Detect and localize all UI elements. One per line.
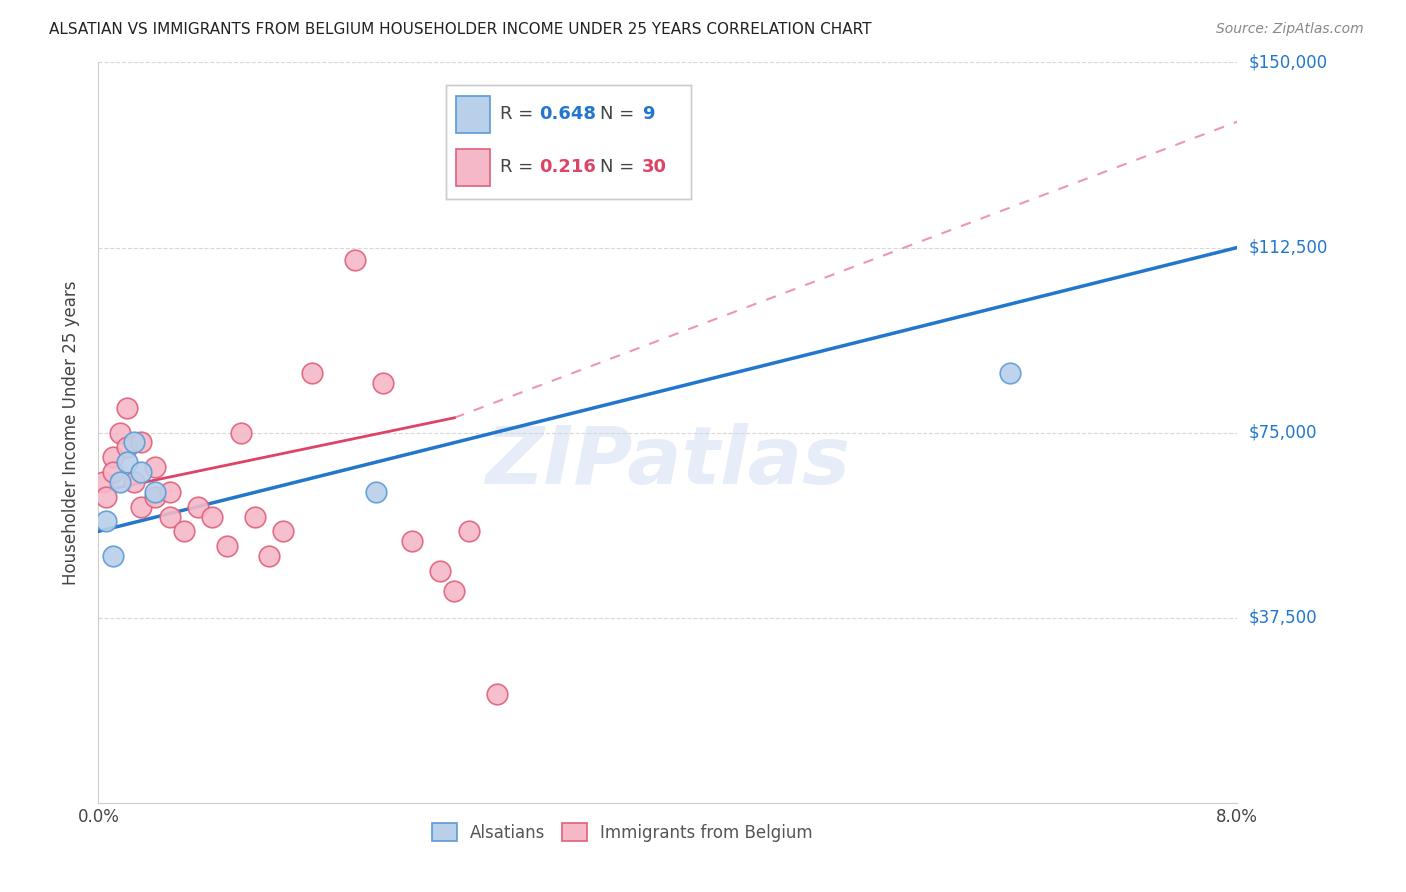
Point — [443, 583, 465, 598]
Point — [215, 539, 238, 553]
Point — [457, 524, 479, 539]
Text: Source: ZipAtlas.com: Source: ZipAtlas.com — [1216, 22, 1364, 37]
Point — [486, 687, 509, 701]
Point — [129, 435, 152, 450]
Point — [108, 425, 131, 440]
Point — [301, 367, 323, 381]
Point — [201, 509, 224, 524]
Point — [371, 376, 394, 391]
Point — [243, 509, 266, 524]
Text: ZIPatlas: ZIPatlas — [485, 423, 851, 501]
Point — [101, 450, 124, 465]
Point — [115, 455, 138, 469]
Point — [94, 490, 117, 504]
Point — [159, 484, 181, 499]
Text: ALSATIAN VS IMMIGRANTS FROM BELGIUM HOUSEHOLDER INCOME UNDER 25 YEARS CORRELATIO: ALSATIAN VS IMMIGRANTS FROM BELGIUM HOUS… — [49, 22, 872, 37]
Point — [115, 401, 138, 415]
Text: $37,500: $37,500 — [1249, 608, 1317, 627]
Point — [91, 475, 114, 489]
Point — [145, 460, 167, 475]
Point — [101, 465, 124, 479]
Point — [187, 500, 209, 514]
Point — [145, 490, 167, 504]
Point — [259, 549, 281, 563]
Point — [108, 475, 131, 489]
Point — [229, 425, 252, 440]
Legend: Alsatians, Immigrants from Belgium: Alsatians, Immigrants from Belgium — [423, 814, 821, 850]
Point — [122, 475, 145, 489]
Point — [364, 484, 387, 499]
Point — [343, 252, 366, 267]
Point — [429, 564, 451, 578]
Text: $150,000: $150,000 — [1249, 54, 1327, 71]
Point — [94, 515, 117, 529]
Point — [173, 524, 195, 539]
Y-axis label: Householder Income Under 25 years: Householder Income Under 25 years — [62, 280, 80, 585]
Point — [401, 534, 423, 549]
Point — [129, 465, 152, 479]
Point — [122, 435, 145, 450]
Point — [998, 367, 1021, 381]
Text: $112,500: $112,500 — [1249, 238, 1327, 257]
Point — [159, 509, 181, 524]
Point — [115, 441, 138, 455]
Point — [273, 524, 295, 539]
Point — [145, 484, 167, 499]
Point — [101, 549, 124, 563]
Point — [129, 500, 152, 514]
Text: $75,000: $75,000 — [1249, 424, 1317, 442]
